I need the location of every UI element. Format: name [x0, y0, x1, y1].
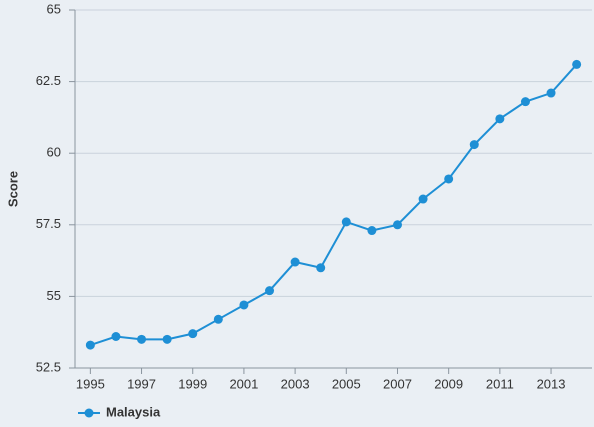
- y-tick-label: 60: [47, 145, 61, 160]
- data-point: [495, 114, 505, 124]
- data-point: [572, 59, 582, 69]
- data-point: [546, 88, 556, 98]
- x-tick-label: 2011: [486, 376, 514, 391]
- legend-label: Malaysia: [106, 404, 161, 419]
- y-tick-label: 65: [47, 1, 61, 16]
- x-tick-label: 2009: [434, 376, 463, 391]
- x-tick-label: 2003: [281, 376, 310, 391]
- data-point: [418, 194, 428, 204]
- y-tick-label: 57.5: [36, 216, 61, 231]
- y-axis-label: Score: [5, 171, 20, 207]
- x-tick-label: 1997: [127, 376, 156, 391]
- y-tick-label: 52.5: [36, 359, 61, 374]
- data-point: [469, 140, 479, 150]
- data-point: [341, 217, 351, 227]
- data-point: [213, 314, 223, 324]
- data-point: [316, 263, 326, 273]
- x-tick-label: 1995: [76, 376, 105, 391]
- legend-marker: [84, 408, 94, 418]
- data-point: [111, 331, 121, 341]
- data-point: [188, 329, 198, 339]
- data-point: [85, 340, 95, 350]
- x-tick-label: 1999: [178, 376, 207, 391]
- data-point: [162, 334, 172, 344]
- x-tick-label: 2001: [229, 376, 258, 391]
- y-tick-label: 55: [47, 288, 61, 303]
- data-point: [137, 334, 147, 344]
- data-point: [444, 174, 454, 184]
- x-tick-label: 2007: [383, 376, 412, 391]
- data-point: [367, 226, 377, 236]
- data-point: [265, 286, 275, 296]
- x-tick-label: 2005: [332, 376, 361, 391]
- data-point: [290, 257, 300, 267]
- data-point: [392, 220, 402, 230]
- y-tick-label: 62.5: [36, 73, 61, 88]
- data-point: [239, 300, 249, 310]
- data-point: [520, 97, 530, 107]
- x-tick-label: 2013: [537, 376, 566, 391]
